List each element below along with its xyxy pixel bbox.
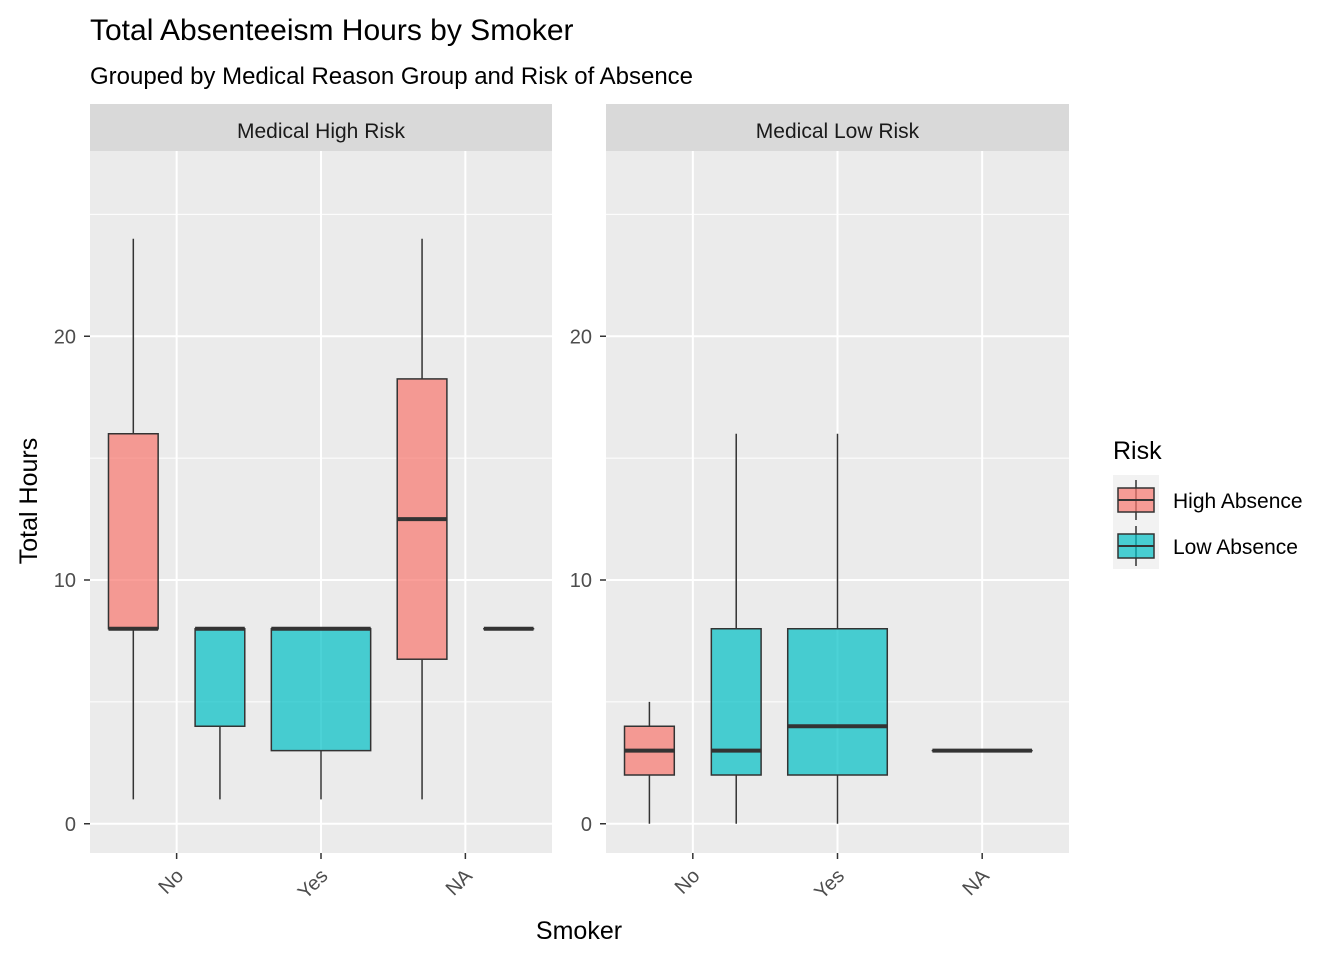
legend-label: High Absence [1173, 490, 1303, 513]
box-body [270, 628, 372, 752]
x-tick-label: No [671, 865, 705, 899]
y-axis-title: Total Hours [15, 438, 43, 564]
legend-key-high-absence [1117, 480, 1155, 520]
legend-key-low-absence [1117, 526, 1155, 566]
x-tick-label: Yes [294, 865, 333, 904]
x-axis-title: Smoker [536, 917, 622, 945]
y-tick-label: 0 [65, 814, 76, 836]
panel-0: Medical High Risk 0 10 20 No Yes NA [54, 104, 552, 904]
y-tick-label: 10 [54, 570, 76, 592]
legend-label: Low Absence [1173, 536, 1298, 559]
box-no-high-absence [107, 238, 159, 800]
panel-1: Medical Low Risk 0 10 20 No Yes NA [570, 104, 1069, 904]
box-yes-low-absence [786, 433, 889, 824]
box-body [786, 628, 889, 776]
box-yes-low-absence [270, 626, 372, 800]
legend-title: Risk [1113, 437, 1162, 465]
y-tick-label: 0 [581, 814, 592, 836]
x-tick-label: No [155, 865, 189, 899]
facet-strip [90, 104, 552, 151]
x-tick-label: Yes [810, 865, 849, 904]
box-body [107, 433, 159, 630]
x-tick-label: NA [959, 865, 995, 901]
box-no-low-absence [710, 433, 762, 824]
y-tick-label: 10 [570, 570, 592, 592]
chart-subtitle: Grouped by Medical Reason Group and Risk… [90, 63, 693, 90]
chart-title: Total Absenteeism Hours by Smoker [90, 14, 574, 47]
y-tick-label: 20 [570, 326, 592, 348]
facet-strip [606, 104, 1069, 151]
box-body [194, 628, 246, 727]
box-no-high-absence [623, 701, 676, 824]
box-body [710, 628, 762, 776]
x-tick-label: NA [442, 865, 478, 901]
y-tick-label: 20 [54, 326, 76, 348]
facet-strip-label: Medical High Risk [237, 120, 406, 143]
facet-strip-label: Medical Low Risk [756, 120, 920, 143]
legend: Risk High Absence Low Absence [1113, 437, 1303, 569]
box-na-high-absence [396, 238, 448, 800]
box-no-low-absence [194, 626, 246, 800]
